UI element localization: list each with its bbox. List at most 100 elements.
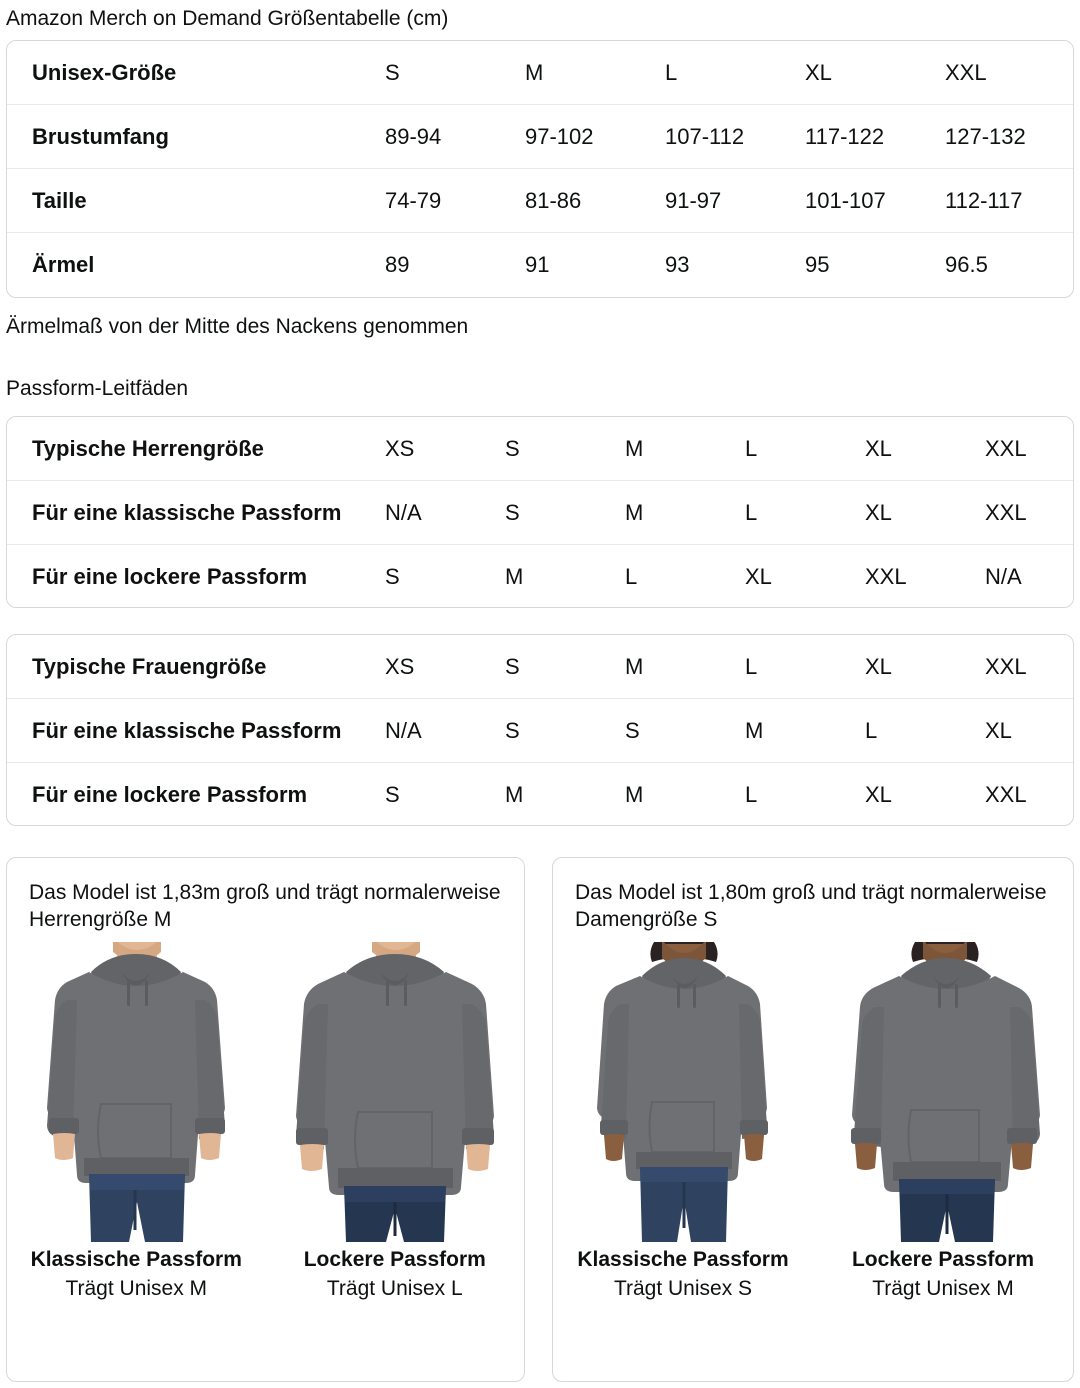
womens-classic-fit-figure	[553, 941, 813, 1242]
table-cell: XL	[805, 59, 832, 85]
table-cell: S	[505, 435, 520, 461]
womens-relaxed-fit-figure	[813, 941, 1073, 1242]
fit-title: Lockere Passform	[303, 1247, 486, 1271]
table-cell: 89-94	[385, 123, 442, 149]
table-cell: XXL	[945, 59, 987, 85]
table-cell: 96.5	[945, 252, 988, 277]
table-cell: XXL	[985, 435, 1027, 461]
fit-title: Klassische Passform	[30, 1247, 242, 1271]
table-row: Für eine lockere Passform S M L XL XXL N…	[7, 545, 1073, 607]
table-row: Für eine lockere Passform S M M L XL XXL	[7, 763, 1073, 825]
table-cell: 107-112	[665, 123, 745, 149]
table-cell: 89	[385, 252, 410, 277]
table-cell: L	[745, 499, 758, 525]
table-cell: S	[385, 59, 400, 85]
table-row: Typische Frauengröße XS S M L XL XXL	[7, 635, 1073, 699]
table-row: Für eine klassische Passform N/A S M L X…	[7, 481, 1073, 545]
table-cell: 127-132	[945, 123, 1026, 149]
table-cell: S	[625, 717, 640, 743]
table-cell: N/A	[985, 564, 1022, 589]
table-cell: XXL	[985, 653, 1027, 679]
womens-classic-caption: Klassische Passform Trägt Unisex S	[553, 1246, 813, 1305]
table-cell: 97-102	[525, 123, 594, 149]
row-label: Unisex-Größe	[32, 59, 177, 85]
womens-fit-table: Typische Frauengröße XS S M L XL XXL Für…	[6, 634, 1074, 826]
row-label: Brustumfang	[32, 123, 169, 149]
womens-model-card: Das Model ist 1,80m groß und trägt norma…	[552, 857, 1074, 1382]
fit-wears: Trägt Unisex S	[613, 1277, 753, 1301]
fit-wears: Trägt Unisex M	[872, 1277, 1014, 1301]
table-cell: M	[625, 435, 644, 461]
table-cell: XS	[385, 435, 415, 461]
table-cell: S	[385, 564, 400, 589]
table-cell: XL	[745, 564, 772, 589]
table-cell: 117-122	[805, 123, 885, 149]
male-model-classic-illustration	[46, 941, 225, 1242]
row-label: Für eine klassische Passform	[32, 499, 342, 525]
mens-relaxed-caption: Lockere Passform Trägt Unisex L	[266, 1246, 525, 1305]
table-cell: XL	[865, 435, 892, 461]
table-row: Für eine klassische Passform N/A S S M L…	[7, 699, 1073, 763]
table-cell: N/A	[385, 717, 422, 743]
table-cell: 91	[525, 252, 550, 277]
womens-model-captions: Klassische Passform Trägt Unisex S Locke…	[553, 1246, 1073, 1319]
table-cell: 81-86	[525, 187, 582, 213]
table-cell: XL	[865, 499, 892, 525]
table-cell: S	[385, 782, 400, 807]
table-cell: XXL	[865, 564, 907, 589]
table-cell: XL	[865, 782, 892, 807]
table-cell: XL	[865, 653, 892, 679]
female-model-classic-illustration	[596, 941, 768, 1242]
womens-model-figures	[553, 941, 1073, 1242]
table-cell: XL	[985, 717, 1012, 743]
mens-fit-table: Typische Herrengröße XS S M L XL XXL Für…	[6, 416, 1074, 608]
fit-wears: Trägt Unisex L	[326, 1277, 463, 1301]
table-cell: L	[625, 564, 638, 589]
fit-title: Lockere Passform	[851, 1247, 1035, 1271]
table-cell: XS	[385, 653, 415, 679]
row-label: Für eine klassische Passform	[32, 717, 342, 743]
mens-model-heading: Das Model ist 1,83m groß und trägt norma…	[29, 881, 501, 931]
table-cell: L	[665, 59, 678, 85]
table-cell: S	[505, 717, 520, 743]
mens-model-captions: Klassische Passform Trägt Unisex M Locke…	[7, 1246, 524, 1319]
table-cell: N/A	[385, 499, 422, 525]
table-cell: 74-79	[385, 187, 442, 213]
row-label: Typische Herrengröße	[32, 435, 264, 461]
table-cell: 91-97	[665, 187, 722, 213]
table-cell: L	[745, 653, 758, 679]
table-row: Ärmel 89 91 93 95 96.5	[7, 233, 1073, 297]
row-label: Ärmel	[32, 252, 95, 277]
table-row: Typische Herrengröße XS S M L XL XXL	[7, 417, 1073, 481]
table-row: Taille 74-79 81-86 91-97 101-107 112-117	[7, 169, 1073, 233]
table-cell: XXL	[985, 499, 1027, 525]
table-cell: M	[625, 782, 644, 807]
table-cell: 93	[665, 252, 690, 277]
table-cell: S	[505, 653, 520, 679]
womens-model-heading: Das Model ist 1,80m groß und trägt norma…	[575, 881, 1047, 931]
table-cell: M	[505, 782, 524, 807]
mens-model-card: Das Model ist 1,83m groß und trägt norma…	[6, 857, 525, 1382]
table-cell: S	[505, 499, 520, 525]
table-cell: 112-117	[945, 187, 1023, 213]
row-label: Für eine lockere Passform	[32, 782, 308, 807]
row-label: Für eine lockere Passform	[32, 564, 308, 589]
table-cell: L	[865, 717, 878, 743]
mens-relaxed-fit-figure	[266, 941, 525, 1242]
table-cell: M	[745, 717, 764, 743]
table-cell: 101-107	[805, 187, 886, 213]
fit-guide-heading: Passform-Leitfäden	[6, 377, 189, 400]
table-cell: M	[625, 499, 644, 525]
mens-classic-fit-figure	[7, 941, 266, 1242]
table-cell: M	[625, 653, 644, 679]
page-title: Amazon Merch on Demand Größentabelle (cm…	[6, 7, 449, 30]
female-model-relaxed-illustration	[850, 941, 1040, 1242]
row-label: Typische Frauengröße	[32, 653, 267, 679]
mens-classic-caption: Klassische Passform Trägt Unisex M	[7, 1246, 266, 1305]
womens-relaxed-caption: Lockere Passform Trägt Unisex M	[813, 1246, 1073, 1305]
fit-title: Klassische Passform	[577, 1247, 789, 1271]
table-row: Brustumfang 89-94 97-102 107-112 117-122…	[7, 105, 1073, 169]
row-label: Taille	[32, 187, 87, 213]
table-cell: M	[505, 564, 524, 589]
